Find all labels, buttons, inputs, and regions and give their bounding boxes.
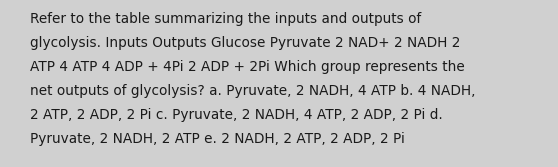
Text: glycolysis. Inputs Outputs Glucose Pyruvate 2 NAD+ 2 NADH 2: glycolysis. Inputs Outputs Glucose Pyruv… xyxy=(30,36,460,50)
Text: Pyruvate, 2 NADH, 2 ATP e. 2 NADH, 2 ATP, 2 ADP, 2 Pi: Pyruvate, 2 NADH, 2 ATP e. 2 NADH, 2 ATP… xyxy=(30,132,405,146)
Text: net outputs of glycolysis? a. Pyruvate, 2 NADH, 4 ATP b. 4 NADH,: net outputs of glycolysis? a. Pyruvate, … xyxy=(30,84,475,98)
Text: Refer to the table summarizing the inputs and outputs of: Refer to the table summarizing the input… xyxy=(30,12,421,26)
Text: 2 ATP, 2 ADP, 2 Pi c. Pyruvate, 2 NADH, 4 ATP, 2 ADP, 2 Pi d.: 2 ATP, 2 ADP, 2 Pi c. Pyruvate, 2 NADH, … xyxy=(30,108,442,122)
Text: ATP 4 ATP 4 ADP + 4Pi 2 ADP + 2Pi Which group represents the: ATP 4 ATP 4 ADP + 4Pi 2 ADP + 2Pi Which … xyxy=(30,60,465,74)
